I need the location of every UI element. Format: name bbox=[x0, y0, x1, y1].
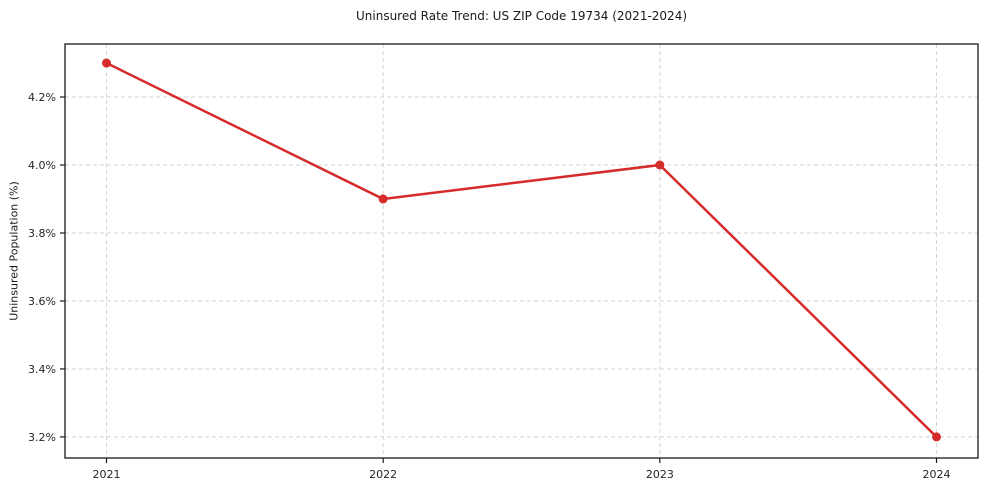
data-point bbox=[655, 160, 665, 170]
y-tick-label: 3.6% bbox=[28, 295, 56, 308]
y-tick-label: 3.4% bbox=[28, 363, 56, 376]
x-tick-label: 2022 bbox=[369, 468, 397, 481]
data-point bbox=[102, 58, 111, 68]
plot-border bbox=[64, 43, 979, 459]
x-tick-label: 2023 bbox=[646, 468, 674, 481]
y-tick-label: 3.8% bbox=[28, 227, 56, 240]
y-tick-label: 4.0% bbox=[28, 159, 56, 172]
data-point bbox=[378, 194, 388, 204]
chart-title: Uninsured Rate Trend: US ZIP Code 19734 … bbox=[355, 9, 688, 23]
x-tick-label: 2021 bbox=[93, 468, 121, 481]
trend-line bbox=[105, 61, 938, 439]
y-tick-label: 3.2% bbox=[28, 431, 56, 444]
x-tick-label: 2024 bbox=[923, 468, 951, 481]
y-tick-label: 4.2% bbox=[28, 91, 56, 104]
data-point bbox=[932, 432, 941, 442]
